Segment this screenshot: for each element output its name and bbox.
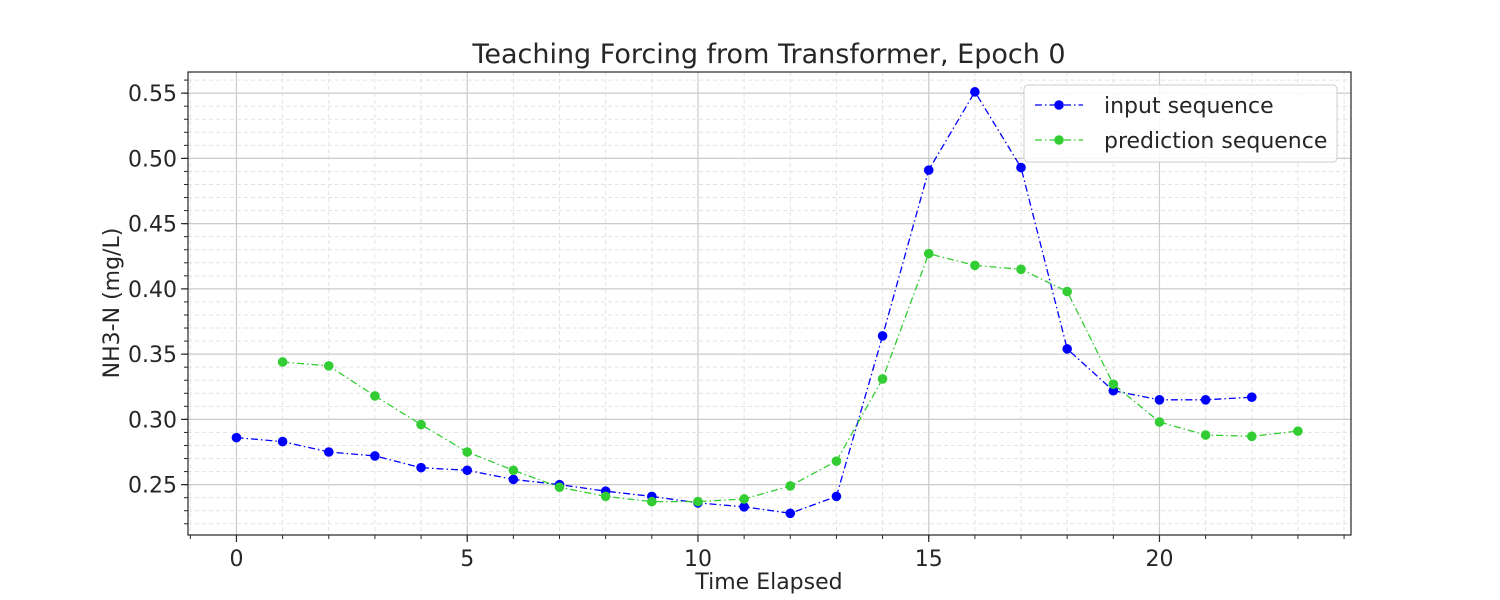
series-2 <box>277 248 1303 507</box>
plot-frame <box>187 71 1352 536</box>
data-point <box>831 456 842 466</box>
data-point <box>370 451 380 461</box>
data-point <box>970 260 980 271</box>
data-point <box>277 436 288 447</box>
data-point <box>739 494 749 504</box>
x-tick-label: 10 <box>684 547 712 572</box>
data-point <box>785 508 796 519</box>
series-layer <box>231 87 1303 519</box>
x-tick-label: 0 <box>229 547 243 572</box>
data-point <box>416 462 426 473</box>
y-axis-title: NH3-N (mg/L) <box>100 228 125 379</box>
y-tick-label: 0.55 <box>128 82 177 107</box>
data-point <box>831 491 842 502</box>
legend-marker <box>1054 135 1064 145</box>
data-point <box>600 491 611 502</box>
y-tick-label: 0.35 <box>128 343 177 368</box>
data-point <box>739 502 749 512</box>
y-tick-label: 0.40 <box>128 278 177 303</box>
chart-title: Teaching Forcing from Transformer, Epoch… <box>471 39 1065 70</box>
data-point <box>462 465 473 476</box>
data-point <box>923 165 934 175</box>
data-point <box>1200 430 1211 440</box>
legend-marker <box>1054 100 1064 110</box>
data-point <box>416 419 426 430</box>
legend: input sequence prediction sequence <box>1023 84 1338 163</box>
y-tick-label: 0.50 <box>128 147 177 172</box>
data-point <box>1016 162 1026 173</box>
y-tick-label: 0.45 <box>128 213 177 238</box>
data-point <box>923 248 934 259</box>
data-point <box>1246 431 1257 442</box>
data-point <box>323 447 334 457</box>
data-point <box>1154 395 1165 405</box>
y-tick-label: 0.25 <box>128 474 177 499</box>
data-point <box>647 496 657 507</box>
data-point <box>785 481 796 491</box>
data-point <box>970 87 980 97</box>
data-point <box>1200 395 1211 405</box>
data-point <box>462 447 473 457</box>
data-point <box>231 432 242 443</box>
data-point <box>693 496 703 507</box>
data-point <box>1246 392 1257 402</box>
data-point <box>877 331 888 341</box>
data-point <box>508 465 519 476</box>
data-point <box>877 374 888 384</box>
data-point <box>554 482 565 493</box>
data-point <box>370 391 380 401</box>
x-axis-title: Time Elapsed <box>694 570 842 595</box>
data-point <box>1062 344 1072 354</box>
data-point <box>1016 264 1026 275</box>
data-point <box>1154 417 1165 427</box>
x-tick-label: 5 <box>460 547 474 572</box>
legend-label: input sequence <box>1104 94 1274 119</box>
data-point <box>1293 426 1303 436</box>
data-point <box>1062 286 1072 297</box>
data-point <box>1108 379 1119 389</box>
legend-label: prediction sequence <box>1104 129 1327 154</box>
data-point <box>508 474 519 485</box>
y-tick-label: 0.30 <box>128 408 177 433</box>
ticks-layer: 0 5 10 15 20 0.25 0.30 0.35 0.40 0.45 0.50 0.55 <box>128 79 1345 572</box>
data-point <box>323 361 334 371</box>
legend-box <box>1023 84 1338 163</box>
x-tick-label: 15 <box>915 547 943 572</box>
x-tick-label: 20 <box>1145 547 1173 572</box>
data-point <box>277 357 288 367</box>
